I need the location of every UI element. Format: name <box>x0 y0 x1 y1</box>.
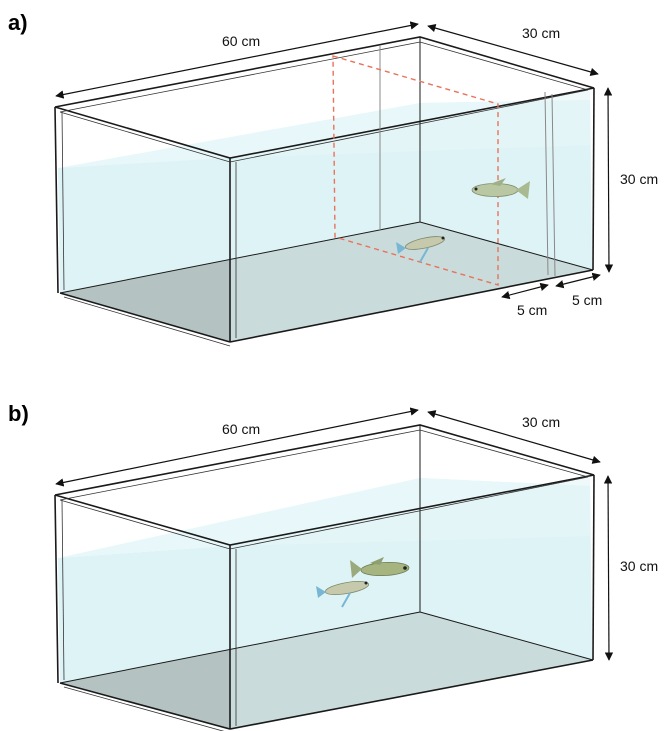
dim-a-length-arrow <box>55 21 419 99</box>
dim-a-gap-outer-arrow <box>555 272 601 289</box>
panel-a-label: a) <box>8 10 28 35</box>
panel-b: b) <box>8 401 658 731</box>
dim-a-gap-inner-arrow <box>501 282 549 300</box>
dim-a-gap-inner-label: 5 cm <box>517 302 547 318</box>
tank-b-front-pane <box>228 475 592 730</box>
dim-b-depth-arrow <box>427 410 601 464</box>
dim-b-depth-label: 30 cm <box>522 414 560 430</box>
panel-b-label: b) <box>8 401 29 426</box>
fish-b-upper <box>350 557 410 578</box>
fish-a-upper <box>471 178 530 199</box>
dim-a-length-label: 60 cm <box>222 33 260 49</box>
fish-b-lower <box>316 580 370 608</box>
dim-a-height-label: 30 cm <box>620 171 658 187</box>
tank-a-dashed-divider <box>332 55 499 286</box>
panel-a: a) <box>8 10 658 347</box>
dim-b-length-label: 60 cm <box>222 421 260 437</box>
dim-a-depth-label: 30 cm <box>522 25 560 41</box>
dim-b-length-arrow <box>55 407 419 487</box>
dim-b-height-label: 30 cm <box>620 558 658 574</box>
tank-a <box>54 36 595 347</box>
tank-b <box>54 424 595 731</box>
tank-a-front-pane <box>228 88 592 342</box>
dim-a-gap-outer-label: 5 cm <box>572 292 602 308</box>
dim-a-height-arrow <box>603 87 614 273</box>
dim-a-depth-arrow <box>427 24 599 76</box>
fish-a-lower <box>396 236 445 263</box>
dim-b-height-arrow <box>603 475 614 661</box>
